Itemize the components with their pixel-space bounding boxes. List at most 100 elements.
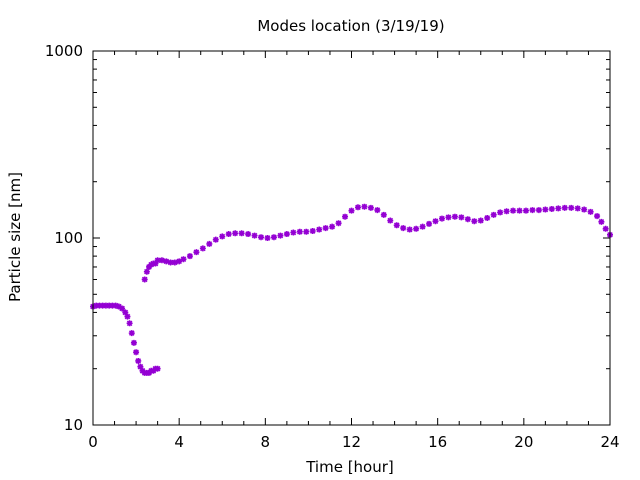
x-tick-label: 4 xyxy=(174,433,184,451)
y-tick-label: 100 xyxy=(54,229,83,247)
data-point xyxy=(568,204,575,211)
data-point xyxy=(258,234,265,241)
data-point xyxy=(283,231,290,238)
data-point xyxy=(322,225,329,232)
x-tick-label: 8 xyxy=(261,433,271,451)
data-point xyxy=(171,259,178,266)
data-point xyxy=(598,218,605,225)
data-point xyxy=(458,214,465,221)
data-point xyxy=(219,233,226,240)
data-point xyxy=(186,253,193,260)
data-point xyxy=(503,208,510,215)
data-point xyxy=(176,258,183,265)
data-point xyxy=(529,207,536,214)
data-point xyxy=(602,225,609,232)
data-point xyxy=(109,302,116,309)
data-point xyxy=(542,206,549,213)
x-tick-label: 24 xyxy=(600,433,619,451)
data-point xyxy=(380,211,387,218)
data-point xyxy=(387,217,394,224)
data-point xyxy=(361,203,368,210)
data-point xyxy=(354,204,361,211)
data-point xyxy=(413,225,420,232)
data-point xyxy=(555,205,562,212)
data-point xyxy=(133,349,140,356)
data-point xyxy=(445,214,452,221)
data-point xyxy=(154,365,161,372)
data-point xyxy=(497,209,504,216)
data-point xyxy=(128,330,135,337)
data-point xyxy=(348,207,355,214)
data-point xyxy=(510,207,517,214)
y-axis-label: Particle size [nm] xyxy=(6,172,24,302)
chart-title: Modes location (3/19/19) xyxy=(257,17,444,35)
data-point xyxy=(135,357,142,364)
axes: 0 4 8 12 16 20 24 10 100 1000 xyxy=(45,42,620,451)
data-point xyxy=(535,207,542,214)
x-tick-label: 0 xyxy=(88,433,98,451)
data-point xyxy=(490,211,497,218)
x-axis-label: Time [hour] xyxy=(305,458,394,476)
data-point xyxy=(594,213,601,220)
data-point xyxy=(115,303,122,310)
data-point xyxy=(141,276,148,283)
data-point xyxy=(277,232,284,239)
data-point xyxy=(112,302,119,309)
data-point xyxy=(212,236,219,243)
y-tick-label: 10 xyxy=(64,416,83,434)
data-point xyxy=(464,216,471,223)
data-point xyxy=(419,223,426,230)
data-point xyxy=(432,218,439,225)
data-point xyxy=(167,259,174,266)
data-point xyxy=(106,302,113,309)
data-point xyxy=(206,240,213,247)
data-point xyxy=(548,205,555,212)
data-point xyxy=(270,234,277,241)
data-point xyxy=(119,305,126,312)
data-point xyxy=(581,206,588,213)
data-point xyxy=(374,207,381,214)
data-point xyxy=(102,302,109,309)
data-point xyxy=(225,231,232,238)
data-point xyxy=(426,220,433,227)
data-point xyxy=(124,313,131,320)
data-point xyxy=(522,207,529,214)
data-point xyxy=(143,268,150,275)
data-points xyxy=(90,203,613,376)
plot-frame xyxy=(92,50,611,426)
data-point xyxy=(367,204,374,211)
data-point xyxy=(329,223,336,230)
data-point xyxy=(393,222,400,229)
x-tick-label: 16 xyxy=(428,433,447,451)
data-point xyxy=(158,257,165,264)
data-point xyxy=(438,215,445,222)
x-tick-label: 20 xyxy=(514,433,533,451)
data-point xyxy=(238,230,245,237)
data-point xyxy=(561,204,568,211)
data-point xyxy=(232,230,239,237)
data-point xyxy=(193,249,200,256)
data-point xyxy=(516,207,523,214)
data-point xyxy=(163,258,170,265)
data-point xyxy=(290,229,297,236)
data-point xyxy=(309,228,316,235)
data-point xyxy=(316,226,323,233)
data-point xyxy=(296,228,303,235)
data-point xyxy=(96,302,103,309)
data-point xyxy=(406,226,413,233)
data-point xyxy=(400,225,407,232)
data-point xyxy=(99,302,106,309)
data-point xyxy=(264,235,271,241)
data-point xyxy=(137,363,144,370)
data-point xyxy=(303,228,310,235)
data-point xyxy=(152,260,159,267)
data-point xyxy=(251,232,258,239)
data-point xyxy=(245,231,252,238)
data-point xyxy=(126,320,133,327)
data-point xyxy=(199,245,206,252)
y-tick-label: 1000 xyxy=(45,42,83,60)
data-point xyxy=(154,257,161,264)
data-point xyxy=(93,302,100,309)
data-point xyxy=(335,220,342,227)
